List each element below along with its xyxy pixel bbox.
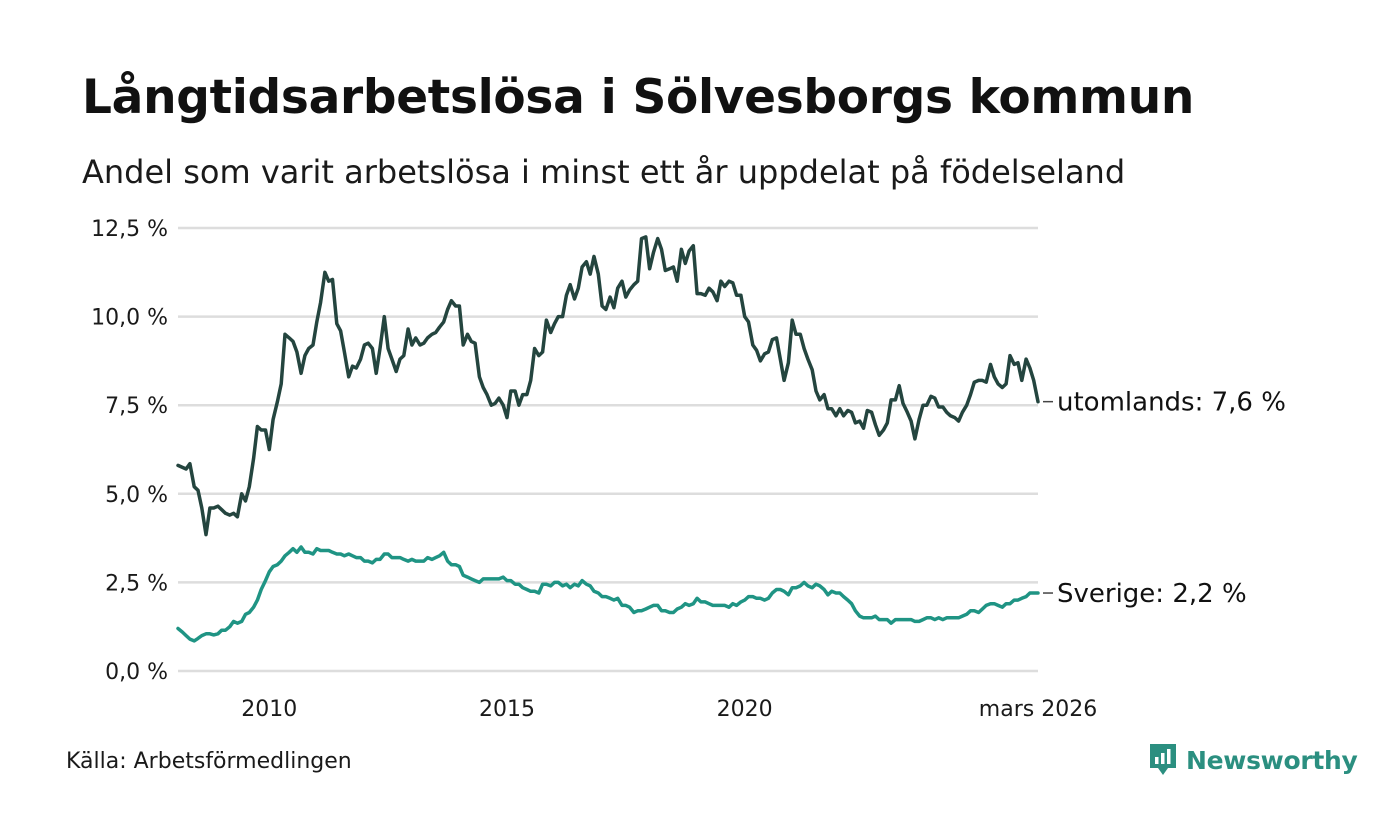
newsworthy-logo-text: Newsworthy xyxy=(1186,745,1358,775)
x-tick-label: mars 2026 xyxy=(979,697,1097,722)
y-tick-label: 0,0 % xyxy=(105,660,168,685)
series-line-sverige xyxy=(176,545,1040,643)
newsworthy-logo[interactable]: Newsworthy xyxy=(1148,742,1358,778)
y-tick-label: 10,0 % xyxy=(91,306,168,331)
gridlines xyxy=(178,226,1038,673)
newsworthy-logo-icon xyxy=(1150,744,1176,775)
chart-subtitle: Andel som varit arbetslösa i minst ett å… xyxy=(82,153,1126,191)
x-tick-label: 2015 xyxy=(479,697,535,722)
y-axis-ticks: 0,0 % 2,5 % 5,0 % 7,5 % 10,0 % 12,5 % xyxy=(91,217,168,685)
series-line-utomlands xyxy=(176,235,1040,537)
x-tick-label: 2010 xyxy=(241,697,297,722)
source-note: Källa: Arbetsförmedlingen xyxy=(66,749,352,774)
series-end-labels: utomlands: 7,6 % Sverige: 2,2 % xyxy=(1043,388,1286,609)
x-tick-label: 2020 xyxy=(717,697,773,722)
end-label-utomlands: utomlands: 7,6 % xyxy=(1057,388,1286,418)
x-axis-ticks: 2010 2015 2020 mars 2026 xyxy=(241,697,1097,722)
y-tick-label: 7,5 % xyxy=(105,394,168,419)
y-tick-label: 2,5 % xyxy=(105,571,168,596)
series-lines xyxy=(176,235,1040,643)
y-tick-label: 12,5 % xyxy=(91,217,168,242)
y-tick-label: 5,0 % xyxy=(105,483,168,508)
chart-title: Långtidsarbetslösa i Sölvesborgs kommun xyxy=(82,70,1195,125)
end-label-sverige: Sverige: 2,2 % xyxy=(1057,579,1247,609)
